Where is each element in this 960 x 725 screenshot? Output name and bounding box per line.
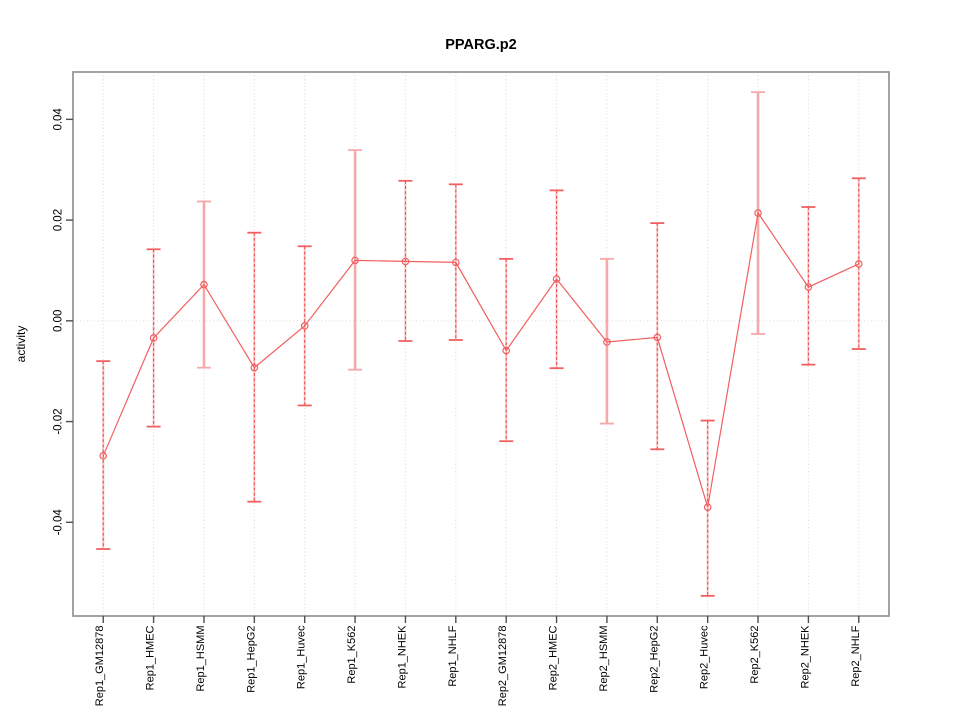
data-point — [552, 275, 561, 283]
data-point — [401, 257, 410, 266]
x-tick-label: Rep2_Huvec — [699, 625, 711, 689]
y-tick-label: 0.02 — [53, 209, 65, 231]
data-point — [603, 338, 611, 346]
x-tick-label: Rep2_K562 — [749, 626, 761, 684]
x-tick-label: Rep2_NHEK — [799, 625, 811, 689]
data-point — [653, 333, 662, 342]
x-tick-label: Rep1_Huvec — [296, 625, 308, 689]
x-tick-label: Rep1_K562 — [346, 626, 358, 684]
data-point — [804, 283, 813, 291]
plot-border — [72, 71, 890, 617]
x-tick-label: Rep1_HMEC — [145, 625, 157, 690]
data-point — [149, 334, 158, 342]
data-point — [452, 258, 460, 267]
data-point — [502, 346, 510, 355]
data-point — [300, 322, 309, 330]
x-tick-label: Rep2_HMEC — [548, 625, 560, 690]
x-tick-label: Rep1_GM12878 — [94, 626, 106, 707]
x-tick-label: Rep2_NHLF — [850, 625, 862, 686]
y-tick-label: 0.00 — [53, 310, 65, 332]
x-tick-label: Rep2_HepG2 — [648, 626, 660, 693]
y-axis-label: activity — [14, 326, 28, 363]
chart-title: PPARG.p2 — [445, 37, 516, 53]
data-point — [351, 256, 359, 265]
x-tick-label: Rep1_HepG2 — [245, 626, 257, 693]
data-point — [200, 280, 208, 289]
series-line — [102, 211, 860, 508]
y-tick-label: 0.04 — [53, 108, 65, 131]
x-tick-label: Rep2_HSMM — [598, 626, 610, 692]
y-tick-label: -0.02 — [53, 408, 65, 434]
x-tick-label: Rep1_HSMM — [195, 626, 207, 692]
data-point — [854, 260, 863, 268]
data-point — [99, 452, 108, 460]
data-point — [703, 503, 712, 512]
data-point — [754, 209, 762, 217]
x-tick-label: Rep1_NHEK — [396, 625, 408, 689]
data-point — [250, 363, 259, 372]
y-tick-label: -0.04 — [53, 509, 65, 536]
x-tick-label: Rep2_GM12878 — [497, 626, 509, 707]
x-tick-label: Rep1_NHLF — [447, 625, 459, 686]
